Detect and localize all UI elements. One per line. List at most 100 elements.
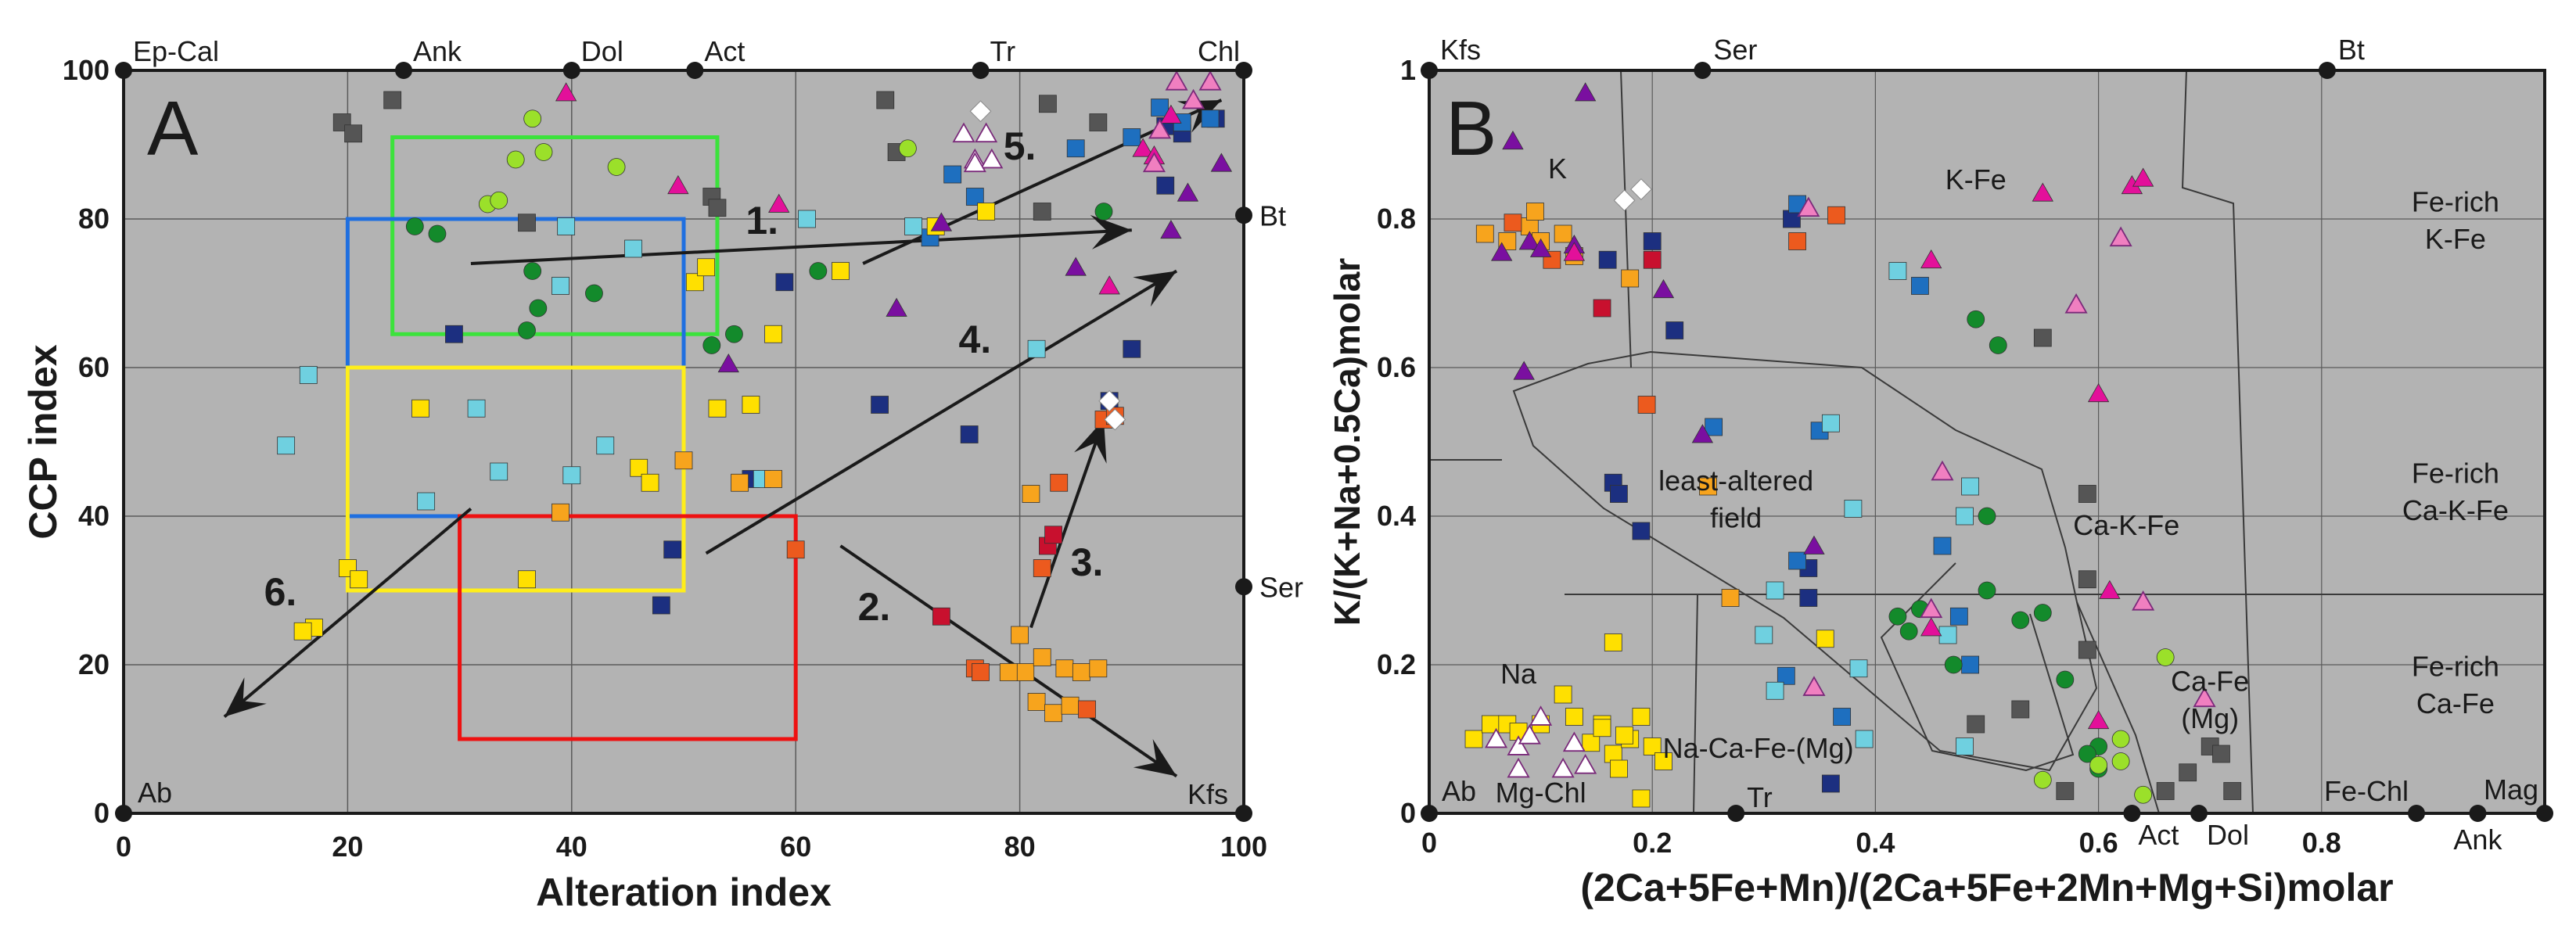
panel-a-label: A <box>147 85 199 171</box>
data-point-square <box>630 458 648 477</box>
data-point-square <box>1967 715 1985 734</box>
data-point-square <box>798 210 816 228</box>
mineral-marker-label: Ank <box>2453 824 2502 856</box>
data-point-circle <box>534 143 553 161</box>
panel-b-tick-labels: 0 0.2 0.4 0.6 0.8 0 0.2 0.4 0.6 0.8 1 <box>1377 54 2341 859</box>
field-label: Na <box>1500 658 1537 690</box>
data-point-triangle-open <box>1920 597 1943 619</box>
data-point-square <box>518 214 536 232</box>
data-point-square <box>518 570 536 589</box>
mineral-marker-dot <box>1727 805 1745 822</box>
data-point-square <box>1911 277 1929 295</box>
data-point-square <box>1156 176 1175 195</box>
mineral-marker-label: Bt <box>1259 199 1286 231</box>
data-point-square <box>1665 321 1684 339</box>
data-point-square <box>1593 719 1611 737</box>
data-point-triangle-open <box>963 152 986 173</box>
data-point-triangle <box>717 353 739 373</box>
panel-b-x-axis-title: (2Ca+5Fe+Mn)/(2Ca+5Fe+2Mn+Mg+Si)molar <box>1580 866 2393 910</box>
data-point-square <box>2223 782 2242 800</box>
data-point-circle <box>490 191 508 210</box>
data-point-triangle-open <box>980 148 1004 169</box>
field-label: Fe-rich <box>2412 650 2499 682</box>
trend-arrow-label: 3. <box>1071 540 1104 584</box>
data-point-square <box>832 262 850 280</box>
y-tick-label: 100 <box>63 54 110 86</box>
data-point-triangle-open <box>1931 460 1954 481</box>
data-point-circle <box>809 262 828 280</box>
alteration-box-yellow <box>345 365 686 593</box>
data-point-triangle <box>1652 278 1675 299</box>
x-tick-label: 0.8 <box>2302 827 2341 859</box>
panel-a-boxes <box>345 135 798 741</box>
data-point-square <box>1072 663 1090 681</box>
x-tick-label: 60 <box>780 831 811 863</box>
data-point-square <box>1766 681 1784 700</box>
x-tick-label: 80 <box>1004 831 1036 863</box>
field-label: least-altered <box>1658 465 1813 497</box>
x-tick-label: 0.2 <box>1633 827 1672 859</box>
data-point-square <box>697 258 716 277</box>
mineral-marker-label: Fe-Chl <box>2324 775 2409 807</box>
mineral-marker-label: Ser <box>1259 571 1303 603</box>
field-label: Ca-K-Fe <box>2402 494 2509 526</box>
data-point-triangle <box>1574 82 1597 102</box>
x-tick-label: 0.4 <box>1856 827 1895 859</box>
mineral-marker-label: Ep-Cal <box>133 35 219 67</box>
data-point-square <box>775 273 794 292</box>
data-point-square <box>293 622 312 641</box>
trend-arrow-label: 2. <box>858 585 891 629</box>
data-point-square <box>674 451 693 470</box>
data-point-square <box>1033 648 1051 666</box>
mineral-marker-label: Ab <box>138 777 172 809</box>
data-point-square <box>1089 113 1108 131</box>
data-point-square <box>1123 339 1141 358</box>
data-point-square <box>350 570 368 589</box>
panel-a-x-axis-title: Alteration index <box>536 870 832 914</box>
field-label: Ca-K-Fe <box>2073 509 2179 541</box>
data-point-square <box>742 396 760 414</box>
data-point-square <box>411 399 429 418</box>
data-point-square <box>1610 485 1628 503</box>
data-point-square <box>876 91 895 109</box>
data-point-square <box>1949 607 1968 626</box>
data-point-square <box>1044 526 1062 544</box>
data-point-square <box>344 124 362 143</box>
data-point-square <box>764 470 782 488</box>
data-point-square <box>417 492 436 511</box>
data-point-square <box>1582 734 1601 752</box>
data-point-square <box>1654 752 1672 770</box>
data-point-square <box>1637 396 1656 414</box>
data-point-square <box>1554 224 1572 243</box>
mineral-marker-label: Mag <box>2484 773 2538 806</box>
data-point-square <box>1643 250 1662 269</box>
data-point-square <box>1632 708 1651 726</box>
data-point-square <box>972 663 990 681</box>
data-point-square <box>764 325 782 343</box>
data-point-circle <box>585 284 603 303</box>
data-point-circle <box>1978 507 1996 526</box>
mineral-marker-label: Kfs <box>1187 778 1228 810</box>
data-point-square <box>1956 507 1974 526</box>
y-tick-label: 80 <box>78 203 110 235</box>
data-point-circle <box>2033 604 2052 622</box>
panel-b-label: B <box>1446 85 1496 171</box>
mineral-marker-dot <box>2318 62 2336 79</box>
data-point-diamond <box>1613 189 1636 212</box>
data-point-square <box>445 325 463 343</box>
y-tick-label: 0.2 <box>1377 648 1416 680</box>
data-point-square <box>1055 659 1074 678</box>
data-point-square <box>943 165 962 184</box>
panel-b-field-labels: K K-Fe Fe-rich K-Fe least-altered field Fe-ric… <box>1496 153 2509 809</box>
trend-arrow-1-head <box>1090 214 1132 249</box>
data-point-diamond <box>1098 389 1121 412</box>
data-point-square <box>1151 99 1169 117</box>
mineral-marker-dot <box>395 62 412 79</box>
mineral-marker-dot <box>1421 62 1438 79</box>
data-point-square <box>1039 95 1057 113</box>
data-point-square <box>1593 299 1611 318</box>
data-point-circle <box>725 325 743 343</box>
mineral-marker-dot <box>1421 805 1438 822</box>
data-point-square <box>1799 589 1818 607</box>
